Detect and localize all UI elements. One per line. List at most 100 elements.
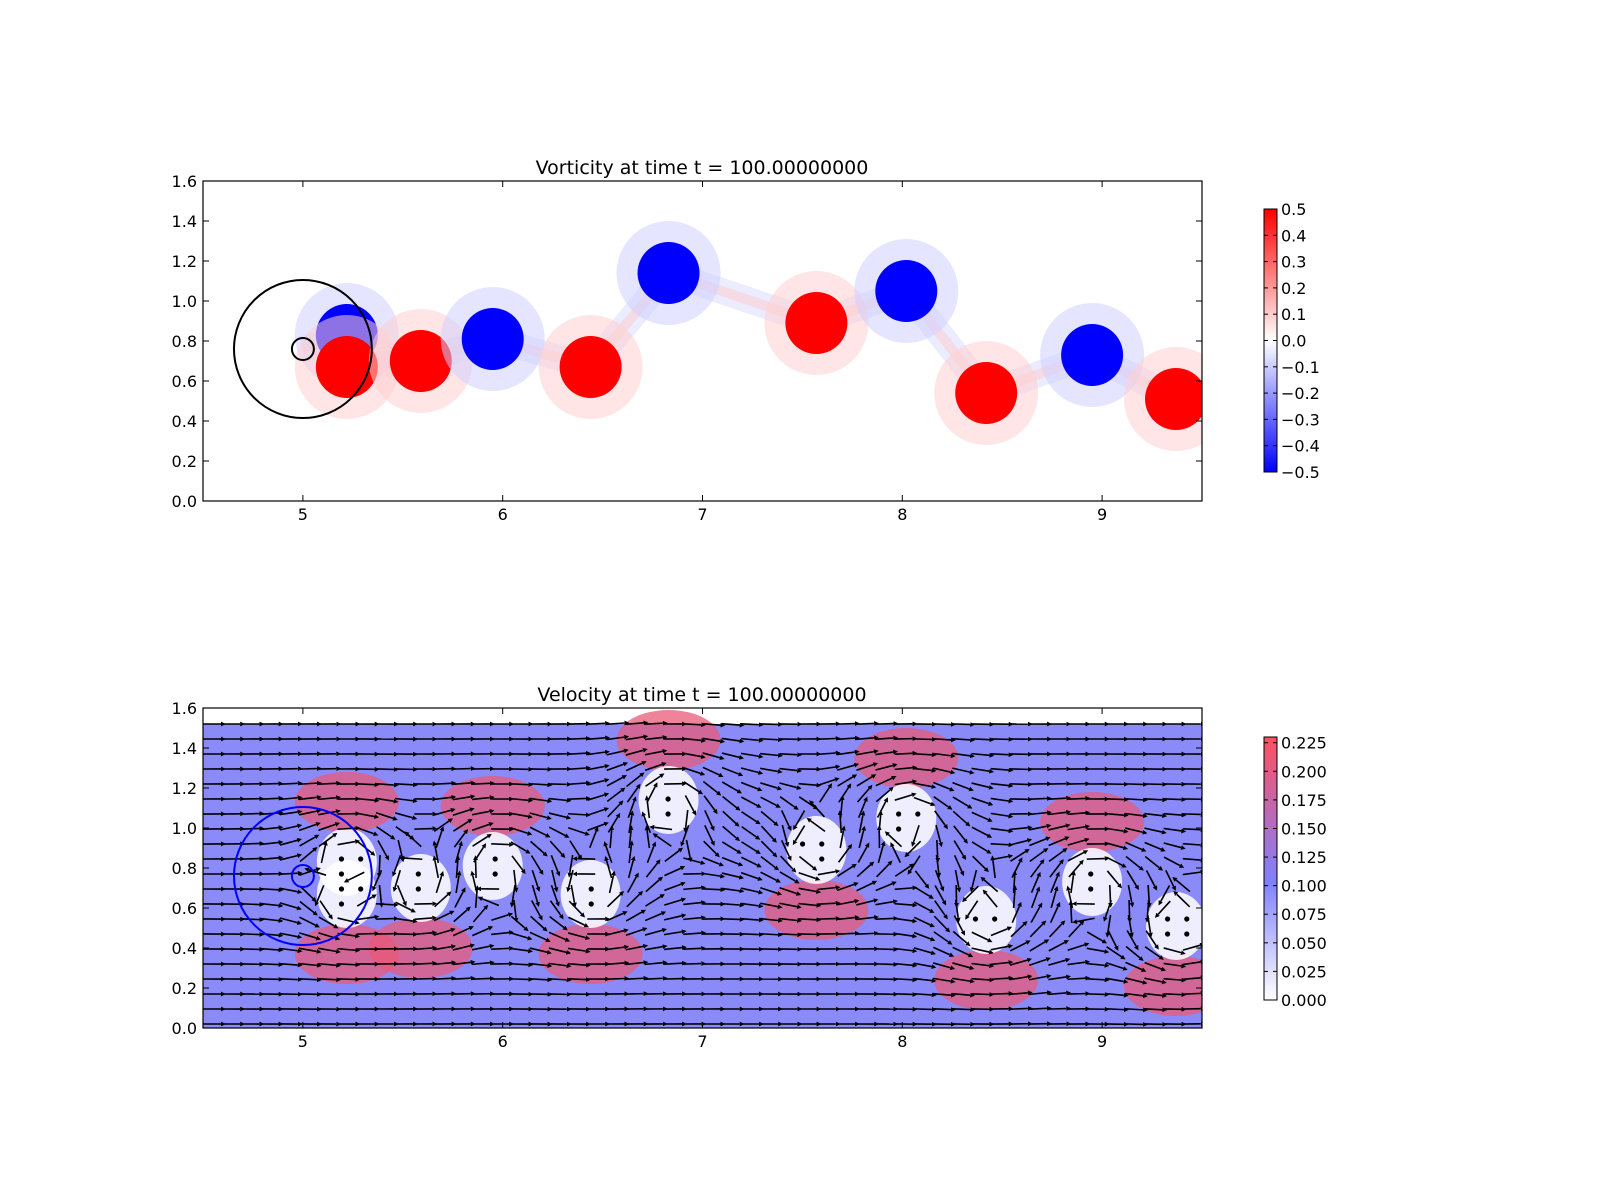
vorticity-field xyxy=(203,181,1202,501)
velocity-arrow xyxy=(836,882,859,892)
velocity-arrow xyxy=(1182,959,1202,966)
velocity-arrow xyxy=(971,962,995,969)
velocity-colorbar-tick-label: 0.050 xyxy=(1281,934,1327,953)
velocity-arrow xyxy=(1068,900,1074,924)
velocity-arrow xyxy=(858,810,866,834)
velocity-arrow xyxy=(760,840,778,858)
vorticity-y-tick-label: 1.6 xyxy=(172,172,197,191)
velocity-arrow xyxy=(779,796,799,810)
velocity-x-ticks: 5 6 7 8 9 xyxy=(298,708,1107,1051)
velocity-arrow xyxy=(876,860,893,878)
velocity-arrow xyxy=(683,900,706,906)
velocity-arrow xyxy=(606,911,628,922)
velocity-arrow xyxy=(356,931,380,936)
velocity-arrow xyxy=(953,825,968,844)
velocity-arrow xyxy=(279,823,303,831)
velocity-arrow xyxy=(990,991,1014,996)
velocity-arrow xyxy=(567,765,591,771)
velocity-arrow xyxy=(241,917,265,923)
velocity-arrow xyxy=(1030,871,1041,893)
vorticity-x-tick-label: 7 xyxy=(697,505,707,524)
velocity-arrow xyxy=(529,826,551,838)
velocity-arrow xyxy=(990,854,1014,861)
vorticity-vortex xyxy=(389,330,452,392)
velocity-arrow xyxy=(1106,946,1126,960)
vorticity-colorbar-tick-label: 0.3 xyxy=(1281,253,1306,272)
velocity-arrow xyxy=(971,811,993,822)
velocity-arrow xyxy=(298,947,322,954)
velocity-arrow xyxy=(971,992,995,997)
velocity-arrow xyxy=(529,977,553,983)
velocity-arrow xyxy=(1144,827,1167,835)
velocity-arrow xyxy=(980,876,999,893)
velocity-arrow xyxy=(817,736,841,741)
velocity-arrow xyxy=(683,915,707,921)
velocity-colorbar-tick-label: 0.000 xyxy=(1281,991,1327,1010)
velocity-arrow-dot xyxy=(588,886,594,892)
velocity-arrow xyxy=(477,896,500,907)
velocity-arrow xyxy=(1009,940,1031,952)
velocity-arrow xyxy=(703,795,718,815)
velocity-arrow xyxy=(971,977,995,983)
velocity-arrow-dot xyxy=(338,886,345,892)
velocity-arrow xyxy=(454,887,466,908)
vorticity-colorbar-ticks: −0.5 −0.4 −0.3 −0.2 −0.1 0.0 0.1 0.2 0.3 0.4 0.5 xyxy=(1264,200,1320,482)
velocity-arrow xyxy=(1050,885,1059,909)
velocity-arrow xyxy=(1145,930,1159,950)
velocity-arrow-dot xyxy=(1088,871,1094,877)
velocity-arrow xyxy=(279,977,303,982)
velocity-arrow xyxy=(1125,945,1144,961)
velocity-arrow xyxy=(760,855,780,871)
velocity-arrow xyxy=(894,779,918,786)
velocity-arrow xyxy=(241,947,265,952)
velocity-arrow xyxy=(954,869,962,893)
velocity-arrow xyxy=(589,826,599,849)
velocity-arrow xyxy=(510,827,533,836)
velocity-arrow xyxy=(510,782,534,788)
velocity-arrow xyxy=(471,943,495,951)
velocity-arrow xyxy=(1144,1007,1168,1013)
velocity-arrow xyxy=(894,992,918,997)
velocity-arrow xyxy=(933,796,953,810)
vorticity-x-tick-label: 9 xyxy=(1097,505,1107,524)
velocity-arrow xyxy=(649,824,673,831)
vorticity-y-tick-label: 0.0 xyxy=(172,492,197,511)
vorticity-vortex xyxy=(785,292,848,354)
velocity-fast-region xyxy=(854,728,959,788)
velocity-arrow xyxy=(1072,917,1095,924)
velocity-arrow xyxy=(1106,870,1122,889)
velocity-arrow xyxy=(644,975,668,981)
velocity-arrow xyxy=(645,894,665,907)
velocity-arrow xyxy=(722,795,741,811)
vorticity-vortex xyxy=(461,308,524,370)
velocity-arrow xyxy=(990,943,1014,951)
velocity-arrow xyxy=(740,856,762,868)
velocity-arrow xyxy=(1048,847,1068,862)
velocity-arrow xyxy=(1010,848,1030,862)
velocity-arrow xyxy=(548,977,572,983)
vorticity-colorbar-tick-label: 0.4 xyxy=(1281,226,1306,245)
velocity-arrow xyxy=(452,794,476,801)
velocity-arrow-dot xyxy=(665,796,671,802)
velocity-arrow xyxy=(664,960,687,966)
velocity-arrow xyxy=(702,737,726,744)
velocity-arrow xyxy=(433,960,457,966)
velocity-arrow xyxy=(1029,796,1052,801)
velocity-arrow-dot xyxy=(665,811,671,817)
velocity-arrow xyxy=(1067,810,1091,816)
velocity-x-tick-label: 8 xyxy=(897,1032,907,1051)
velocity-arrow xyxy=(971,752,995,758)
velocity-colorbar: 0.000 0.025 0.050 0.075 0.100 0.125 0.150 0.175… xyxy=(1263,734,1327,1010)
velocity-arrow xyxy=(817,916,841,921)
vorticity-colorbar-tick-label: 0.2 xyxy=(1281,279,1306,298)
velocity-arrow xyxy=(1182,842,1202,848)
velocity-arrow xyxy=(645,773,665,787)
velocity-arrow xyxy=(741,811,761,825)
velocity-arrow xyxy=(566,869,574,893)
velocity-arrow xyxy=(241,932,265,937)
velocity-arrow xyxy=(971,947,994,955)
velocity-colorbar-tick-label: 0.025 xyxy=(1281,962,1327,981)
velocity-arrow-dot xyxy=(1184,931,1190,937)
velocity-arrow xyxy=(471,822,494,832)
velocity-arrow xyxy=(570,884,577,908)
